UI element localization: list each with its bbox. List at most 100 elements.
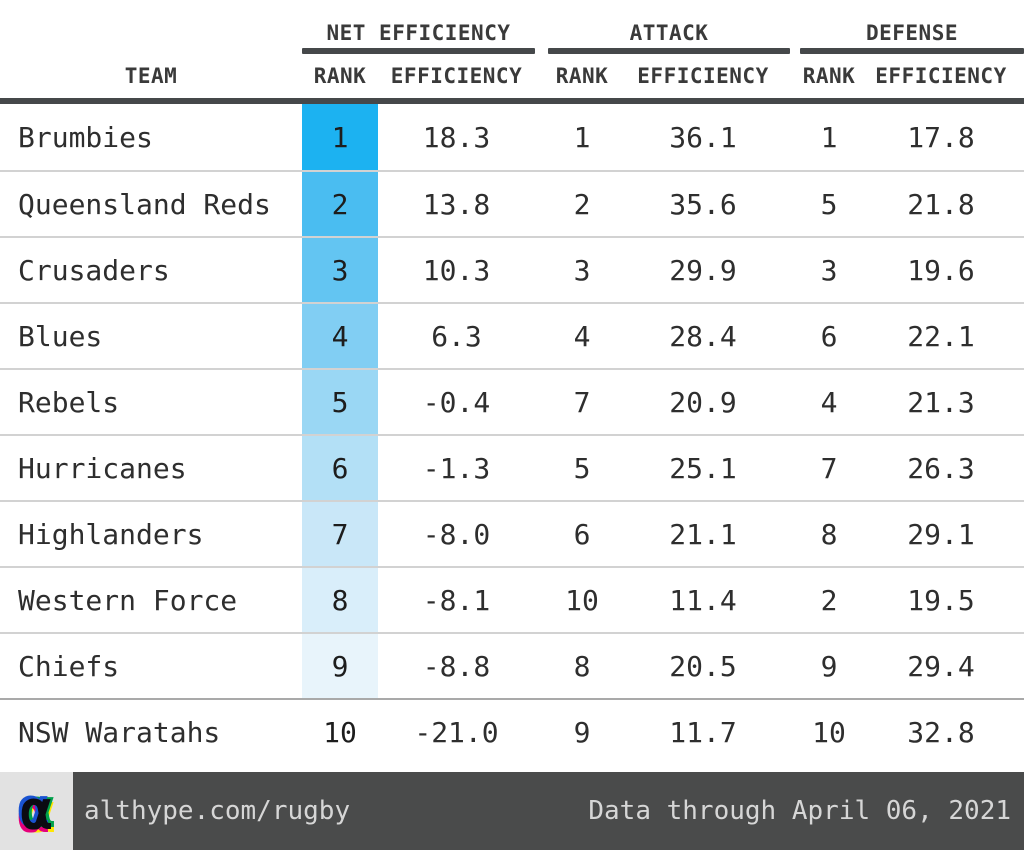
net-rank-cell: 3 xyxy=(302,238,378,302)
net-efficiency-cell: -8.8 xyxy=(422,649,491,683)
net-efficiency-cell: -8.1 xyxy=(422,583,491,617)
defense-underline xyxy=(800,48,1024,54)
net-rank-cell: 9 xyxy=(302,634,378,698)
attack-rank-cell: 5 xyxy=(573,451,591,485)
attack-efficiency-cell: 28.4 xyxy=(669,319,737,353)
net-rank-cell: 1 xyxy=(302,104,378,170)
net-rank-cell: 7 xyxy=(302,502,378,566)
net-rank-cell: 6 xyxy=(302,436,378,500)
team-name-cell: Crusaders xyxy=(18,253,170,287)
attack-underline xyxy=(548,48,790,54)
table-row: Highlanders 7 -8.0 6 21.1 8 29.1 xyxy=(0,500,1024,566)
column-header-row: TEAM RANK EFFICIENCY RANK EFFICIENCY RAN… xyxy=(0,54,1024,98)
group-header-attack: ATTACK xyxy=(629,21,709,45)
defense-rank-cell: 10 xyxy=(812,715,846,749)
team-name-cell: Queensland Reds xyxy=(18,187,271,221)
defense-efficiency-cell: 22.1 xyxy=(907,319,975,353)
net-efficiency-cell: 13.8 xyxy=(422,187,491,221)
net-efficiency-cell: -8.0 xyxy=(422,517,491,551)
net-rank-cell: 4 xyxy=(302,304,378,368)
defense-efficiency-cell: 19.5 xyxy=(907,583,975,617)
attack-rank-cell: 4 xyxy=(573,319,591,353)
attack-efficiency-cell: 20.5 xyxy=(669,649,737,683)
attack-efficiency-cell: 35.6 xyxy=(669,187,737,221)
net-rank-cell: 5 xyxy=(302,370,378,434)
net-efficiency-cell: -1.3 xyxy=(422,451,491,485)
attack-rank-cell: 10 xyxy=(565,583,599,617)
net-efficiency-cell: -0.4 xyxy=(422,385,491,419)
defense-rank-cell: 4 xyxy=(820,385,838,419)
net-efficiency-cell: 10.3 xyxy=(422,253,491,287)
defense-efficiency-cell: 21.3 xyxy=(907,385,975,419)
table-row: Rebels 5 -0.4 7 20.9 4 21.3 xyxy=(0,368,1024,434)
column-header-defense-efficiency: EFFICIENCY xyxy=(875,64,1007,88)
column-header-defense-rank: RANK xyxy=(802,64,856,88)
defense-efficiency-cell: 17.8 xyxy=(907,120,975,154)
defense-rank-cell: 1 xyxy=(820,120,838,154)
table-row: NSW Waratahs 10 -21.0 9 11.7 10 32.8 xyxy=(0,698,1024,764)
data-through-note: Data through April 06, 2021 xyxy=(588,796,1011,826)
net-rank-cell: 2 xyxy=(302,172,378,236)
table-row: Crusaders 3 10.3 3 29.9 3 19.6 xyxy=(0,236,1024,302)
net-efficiency-underline xyxy=(302,48,535,54)
column-header-net-rank: RANK xyxy=(313,64,367,88)
team-name-cell: Highlanders xyxy=(18,517,204,551)
team-name-cell: Chiefs xyxy=(18,649,120,683)
team-name-cell: Rebels xyxy=(18,385,120,419)
defense-efficiency-cell: 29.4 xyxy=(907,649,975,683)
defense-rank-cell: 5 xyxy=(820,187,838,221)
net-efficiency-cell: -21.0 xyxy=(414,715,499,749)
defense-efficiency-cell: 32.8 xyxy=(907,715,975,749)
site-url-text: althype.com/rugby xyxy=(84,796,351,826)
group-header-net-efficiency: NET EFFICIENCY xyxy=(326,21,511,45)
defense-rank-cell: 8 xyxy=(820,517,838,551)
team-name-cell: Brumbies xyxy=(18,120,153,154)
table-body: Brumbies 1 18.3 1 36.1 1 17.8 Queensland… xyxy=(0,98,1024,764)
attack-efficiency-cell: 11.4 xyxy=(669,583,737,617)
table-row: Hurricanes 6 -1.3 5 25.1 7 26.3 xyxy=(0,434,1024,500)
defense-rank-cell: 9 xyxy=(820,649,838,683)
attack-efficiency-cell: 21.1 xyxy=(669,517,737,551)
defense-efficiency-cell: 29.1 xyxy=(907,517,975,551)
column-header-attack-efficiency: EFFICIENCY xyxy=(637,64,769,88)
footer-bar: althype.com/rugby Data through April 06,… xyxy=(73,772,1024,850)
team-name-cell: Hurricanes xyxy=(18,451,187,485)
defense-efficiency-cell: 21.8 xyxy=(907,187,975,221)
team-name-cell: NSW Waratahs xyxy=(18,715,221,749)
attack-rank-cell: 8 xyxy=(573,649,591,683)
column-header-net-efficiency: EFFICIENCY xyxy=(390,64,523,88)
defense-rank-cell: 2 xyxy=(820,583,838,617)
attack-rank-cell: 7 xyxy=(573,385,591,419)
attack-rank-cell: 9 xyxy=(573,715,591,749)
table-row: Chiefs 9 -8.8 8 20.5 9 29.4 xyxy=(0,632,1024,698)
defense-efficiency-cell: 19.6 xyxy=(907,253,975,287)
table-row: Queensland Reds 2 13.8 2 35.6 5 21.8 xyxy=(0,170,1024,236)
attack-rank-cell: 2 xyxy=(573,187,591,221)
table-row: Blues 4 6.3 4 28.4 6 22.1 xyxy=(0,302,1024,368)
net-rank-cell: 8 xyxy=(302,568,378,632)
attack-efficiency-cell: 36.1 xyxy=(669,120,737,154)
footer: α althype.com/rugby Data through April 0… xyxy=(0,772,1024,850)
attack-efficiency-cell: 29.9 xyxy=(669,253,737,287)
net-efficiency-cell: 6.3 xyxy=(431,319,482,353)
table-row: Brumbies 1 18.3 1 36.1 1 17.8 xyxy=(0,104,1024,170)
attack-efficiency-cell: 25.1 xyxy=(669,451,737,485)
footer-spacer xyxy=(0,764,1024,772)
defense-rank-cell: 3 xyxy=(820,253,838,287)
column-header-team: TEAM xyxy=(124,64,178,88)
defense-efficiency-cell: 26.3 xyxy=(907,451,975,485)
group-underline-row xyxy=(0,48,1024,54)
group-header-defense: DEFENSE xyxy=(865,21,958,45)
attack-efficiency-cell: 20.9 xyxy=(669,385,737,419)
team-name-cell: Blues xyxy=(18,319,103,353)
attack-rank-cell: 1 xyxy=(573,120,591,154)
group-header-row: NET EFFICIENCY ATTACK DEFENSE xyxy=(0,0,1024,48)
attack-rank-cell: 3 xyxy=(573,253,591,287)
defense-rank-cell: 7 xyxy=(820,451,838,485)
attack-rank-cell: 6 xyxy=(573,517,591,551)
attack-efficiency-cell: 11.7 xyxy=(669,715,737,749)
net-efficiency-cell: 18.3 xyxy=(422,120,491,154)
defense-rank-cell: 6 xyxy=(820,319,838,353)
table-row: Western Force 8 -8.1 10 11.4 2 19.5 xyxy=(0,566,1024,632)
